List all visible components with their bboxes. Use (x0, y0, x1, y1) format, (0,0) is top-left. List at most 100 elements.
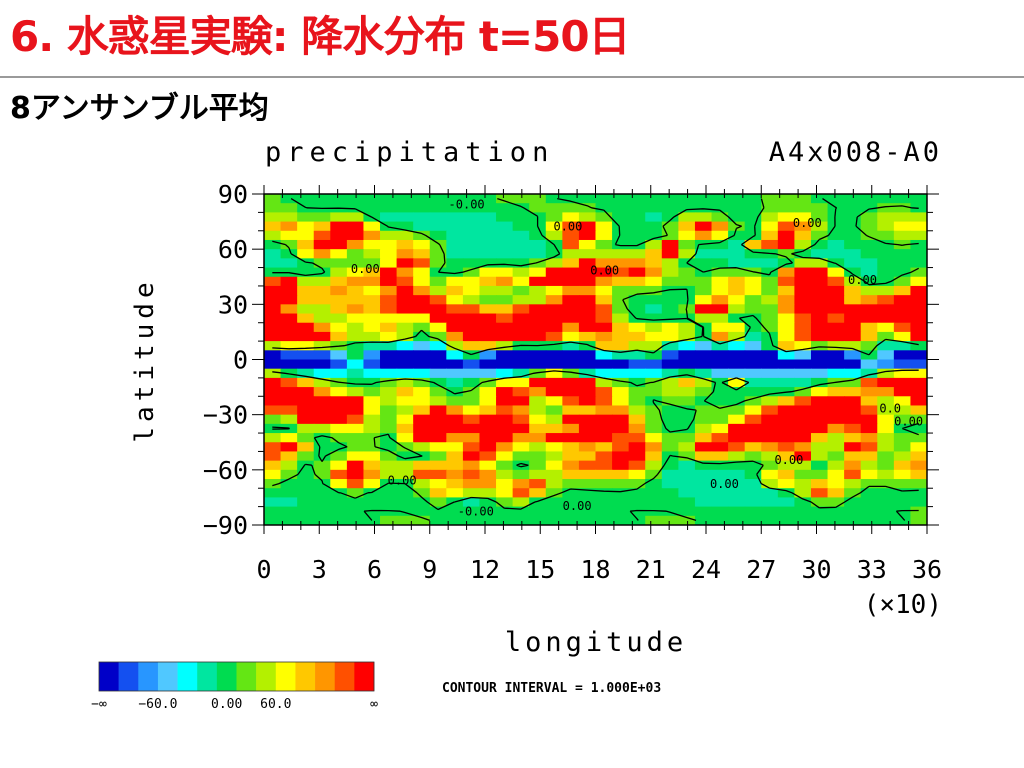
field-cell (893, 433, 912, 443)
field-cell (512, 239, 530, 250)
field-cell (761, 442, 779, 453)
field-cell (479, 396, 497, 407)
field-cell (910, 515, 927, 525)
field-cell (512, 203, 530, 213)
field-cell (794, 469, 812, 480)
field-cell (711, 368, 729, 379)
field-cell (694, 460, 713, 471)
field-cell (612, 258, 630, 269)
field-cell (462, 331, 481, 342)
field-cell (346, 506, 365, 517)
field-cell (877, 194, 895, 204)
field-cell (280, 239, 298, 250)
field-cell (628, 423, 646, 434)
field-cell (645, 423, 663, 434)
field-cell (860, 488, 878, 499)
field-cell (512, 423, 530, 434)
field-cell (479, 469, 497, 480)
field-cell (545, 230, 563, 241)
field-cell (313, 368, 331, 379)
field-cell (628, 285, 646, 296)
contour-label: 0.00 (848, 273, 877, 287)
field-cell (264, 194, 282, 204)
field-cell (380, 479, 398, 489)
field-cell (545, 331, 563, 342)
field-cell (297, 359, 315, 370)
field-cell (595, 212, 613, 223)
field-cell (645, 221, 663, 232)
field-cell (280, 497, 298, 508)
field-cell (645, 433, 663, 443)
field-cell (711, 423, 729, 434)
field-cell (794, 258, 812, 269)
field-cell (893, 194, 912, 204)
field-cell (844, 515, 862, 525)
field-cell (346, 442, 365, 453)
field-cell (578, 405, 597, 416)
field-cell (645, 212, 663, 223)
field-cell (595, 488, 613, 499)
field-cell (545, 433, 563, 443)
field-cell (777, 479, 795, 489)
field-cell (280, 203, 298, 213)
variable-label: precipitation (265, 137, 554, 168)
field-cell (794, 497, 812, 508)
field-cell (462, 414, 481, 425)
field-cell (661, 506, 679, 517)
field-cell (844, 442, 862, 453)
field-cell (860, 396, 878, 407)
field-cell (396, 387, 414, 397)
field-cell (363, 377, 381, 388)
field-cell (910, 405, 927, 416)
field-cell (496, 276, 514, 287)
field-cell (628, 377, 646, 388)
field-cell (529, 285, 547, 296)
field-cell (860, 377, 878, 388)
field-cell (512, 506, 530, 517)
field-cell (297, 350, 315, 361)
field-cell (810, 479, 829, 489)
field-cell (810, 377, 829, 388)
field-cell (794, 442, 812, 453)
colorbar-swatch (334, 662, 355, 691)
field-cell (827, 414, 845, 425)
field-cell (446, 230, 464, 241)
field-cell (860, 295, 878, 305)
field-cell (529, 322, 547, 333)
field-cell (446, 414, 464, 425)
field-cell (429, 469, 447, 480)
field-cell (396, 506, 414, 517)
field-cell (612, 368, 630, 379)
field-cell (512, 497, 530, 508)
field-cell (595, 396, 613, 407)
field-cell (529, 267, 547, 278)
field-cell (363, 405, 381, 416)
field-cell (910, 230, 927, 241)
field-cell (512, 304, 530, 315)
field-cell (462, 221, 481, 232)
field-cell (877, 506, 895, 517)
field-cell (612, 285, 630, 296)
field-cell (860, 341, 878, 351)
field-cell (330, 285, 348, 296)
field-cell (794, 341, 812, 351)
field-cell (496, 414, 514, 425)
field-cell (860, 515, 878, 525)
title-divider (0, 76, 1024, 78)
field-cell (280, 515, 298, 525)
field-cell (363, 442, 381, 453)
field-cell (744, 313, 762, 324)
field-cell (512, 331, 530, 342)
field-cell (529, 359, 547, 370)
field-cell (910, 451, 927, 462)
field-cell (330, 331, 348, 342)
field-cell (496, 506, 514, 517)
field-cell (595, 230, 613, 241)
field-cell (744, 212, 762, 223)
field-cell (396, 239, 414, 250)
field-cell (761, 341, 779, 351)
field-cell (346, 212, 365, 223)
field-cell (462, 396, 481, 407)
field-cell (893, 295, 912, 305)
